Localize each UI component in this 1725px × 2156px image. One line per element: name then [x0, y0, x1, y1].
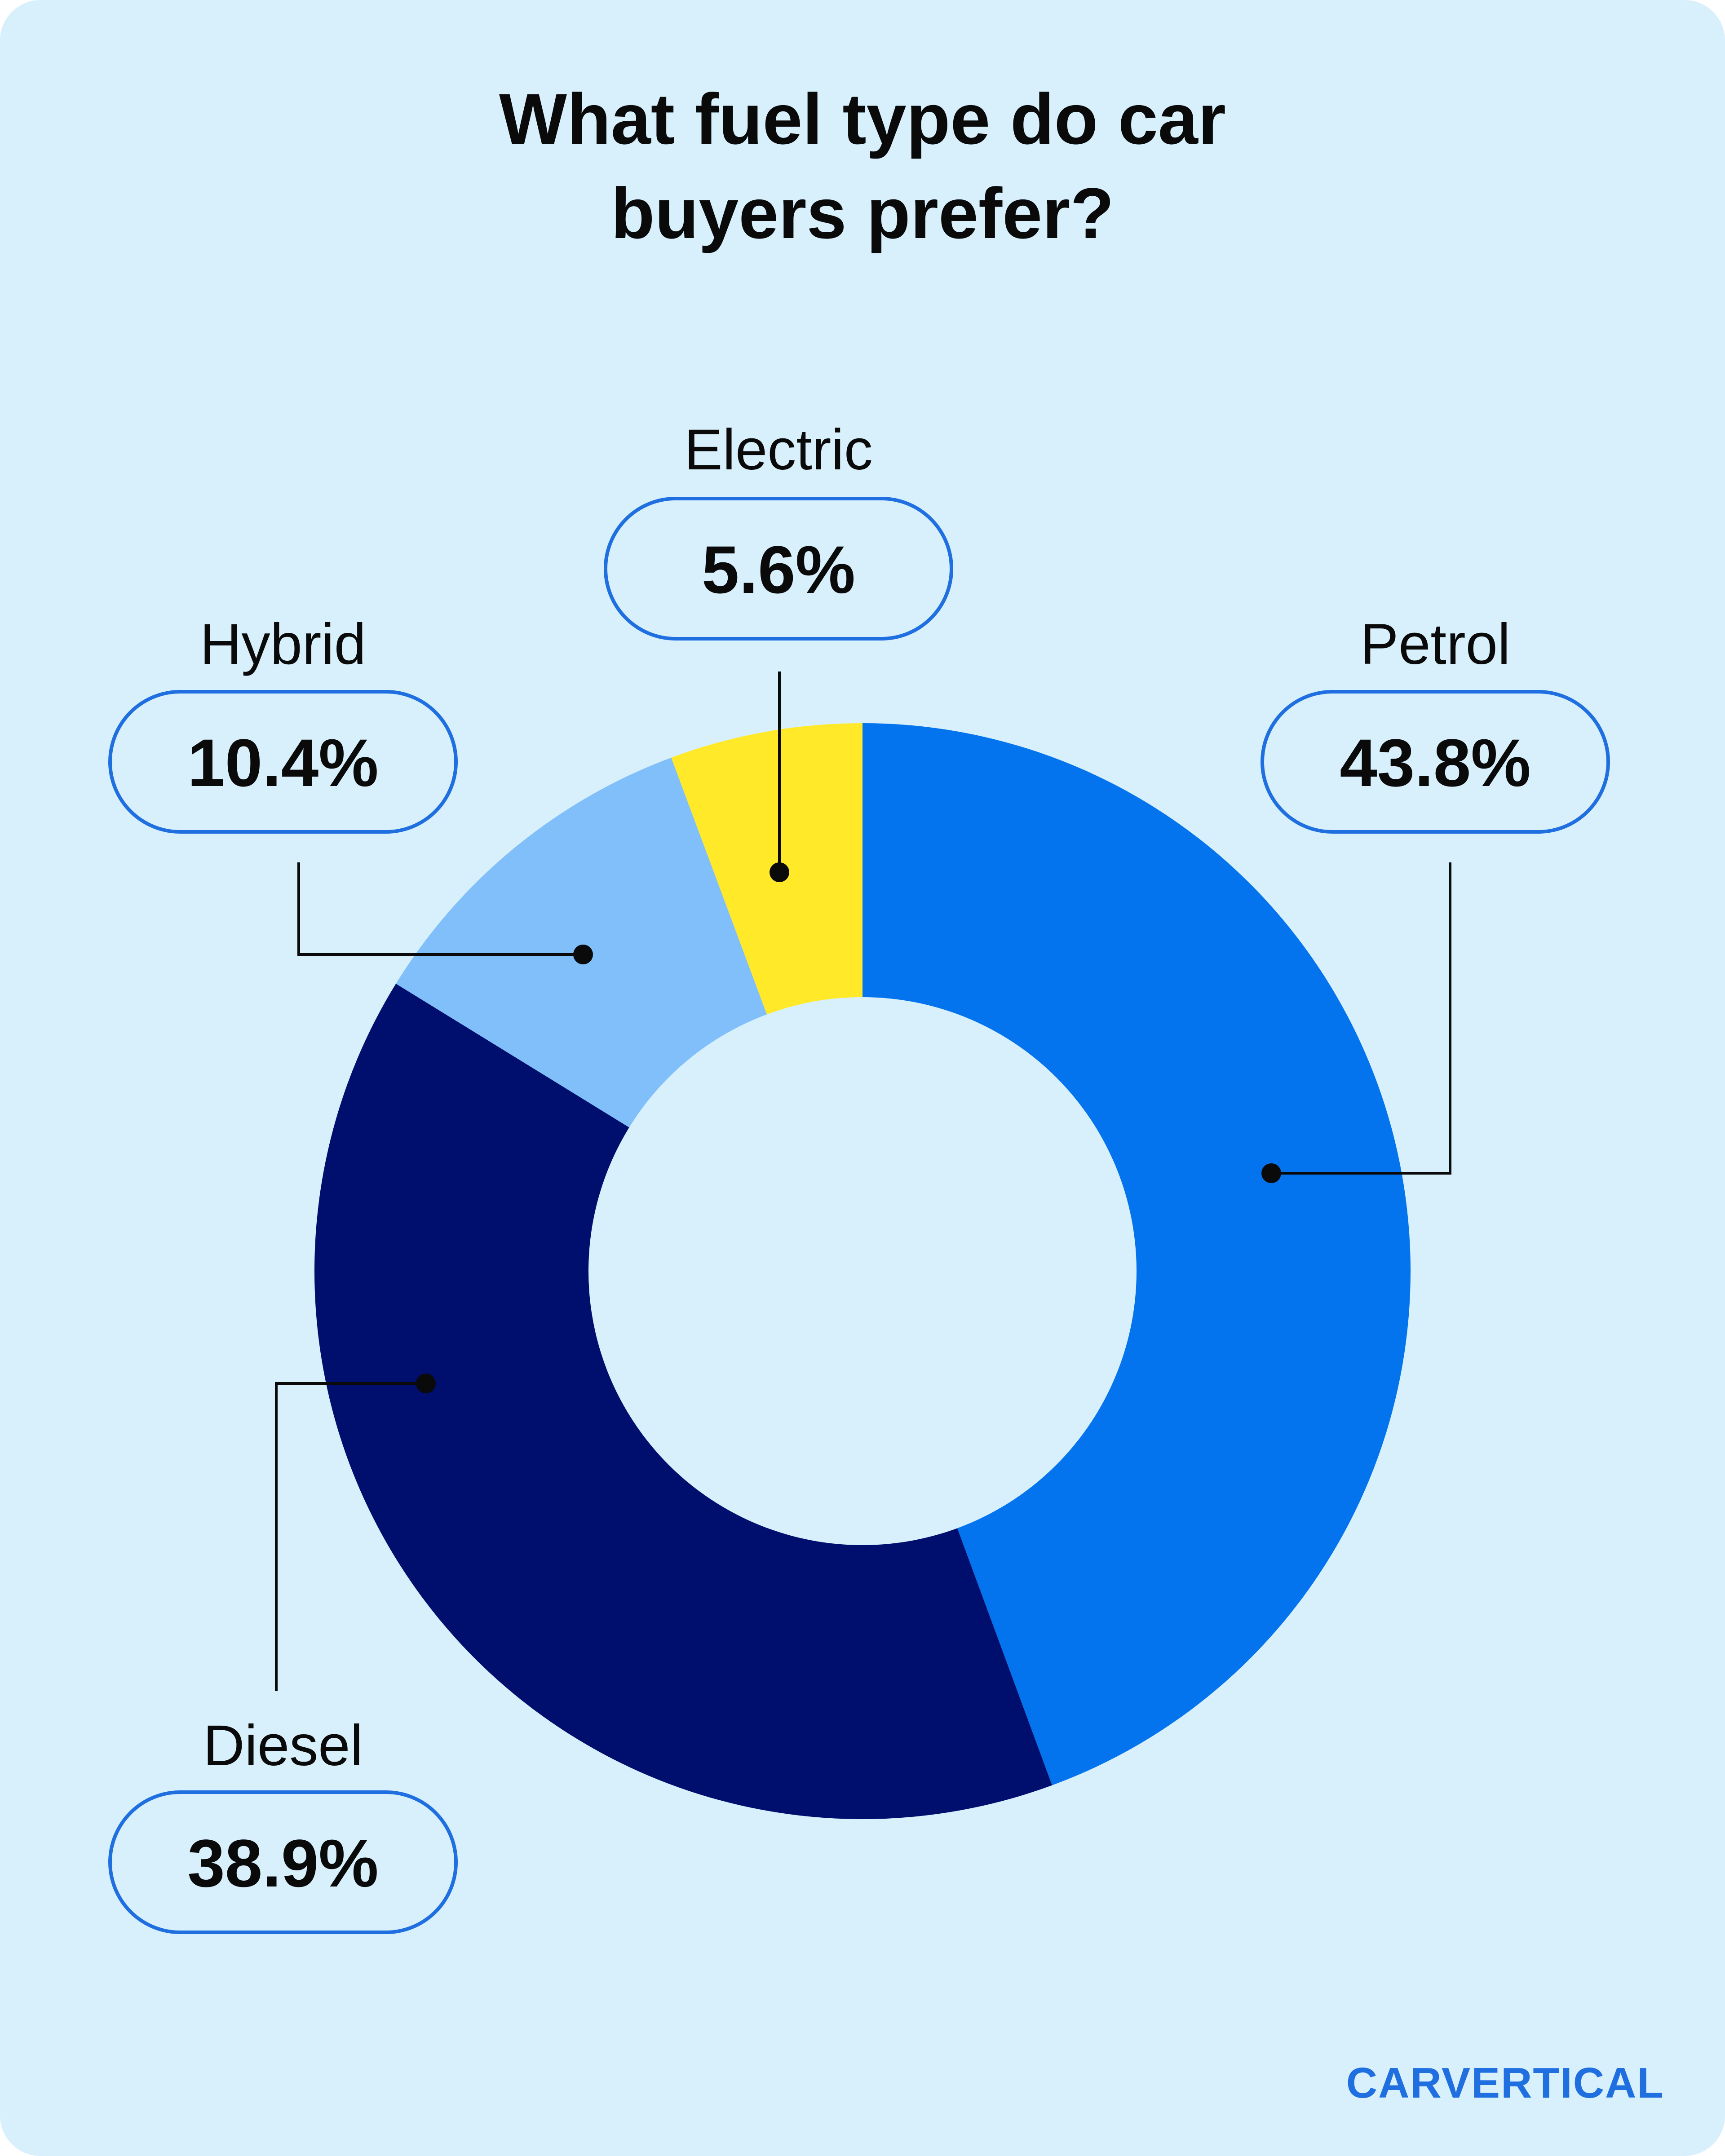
brand-logo-part-1: CAR	[1346, 2059, 1442, 2107]
value-label-hybrid: 10.4%	[187, 725, 378, 800]
leader-dot-electric	[770, 862, 789, 882]
brand-logo: CARVERTICAL	[1346, 2059, 1664, 2107]
leader-line-hybrid	[297, 862, 583, 956]
chart-title-line-1: What fuel type do car	[499, 79, 1226, 159]
value-pill-electric	[604, 497, 953, 641]
leader-line-diesel	[275, 1382, 426, 1691]
slice-hybrid	[396, 757, 767, 1127]
value-pill-diesel	[108, 1790, 458, 1934]
value-pill-petrol	[1261, 690, 1610, 834]
leader-dot-petrol	[1261, 1163, 1281, 1183]
value-label-diesel: 38.9%	[187, 1825, 378, 1901]
slice-diesel	[314, 983, 1053, 1819]
chart-title-line-2: buyers prefer?	[610, 173, 1115, 253]
brand-logo-part-2: VERTICAL	[1442, 2059, 1664, 2107]
chart-title: What fuel type do car buyers prefer?	[0, 72, 1725, 261]
leader-line-petrol	[1271, 862, 1451, 1175]
category-label-hybrid: Hybrid	[200, 612, 366, 676]
slice-petrol	[862, 723, 1411, 1785]
value-pill-hybrid	[108, 690, 458, 834]
value-label-petrol: 43.8%	[1340, 725, 1530, 800]
leader-dot-diesel	[416, 1374, 436, 1393]
slice-electric	[671, 723, 862, 1015]
category-label-diesel: Diesel	[203, 1714, 363, 1778]
value-label-electric: 5.6%	[702, 532, 855, 607]
category-label-petrol: Petrol	[1360, 612, 1510, 676]
leader-dot-hybrid	[573, 945, 593, 964]
category-label-electric: Electric	[684, 418, 873, 482]
